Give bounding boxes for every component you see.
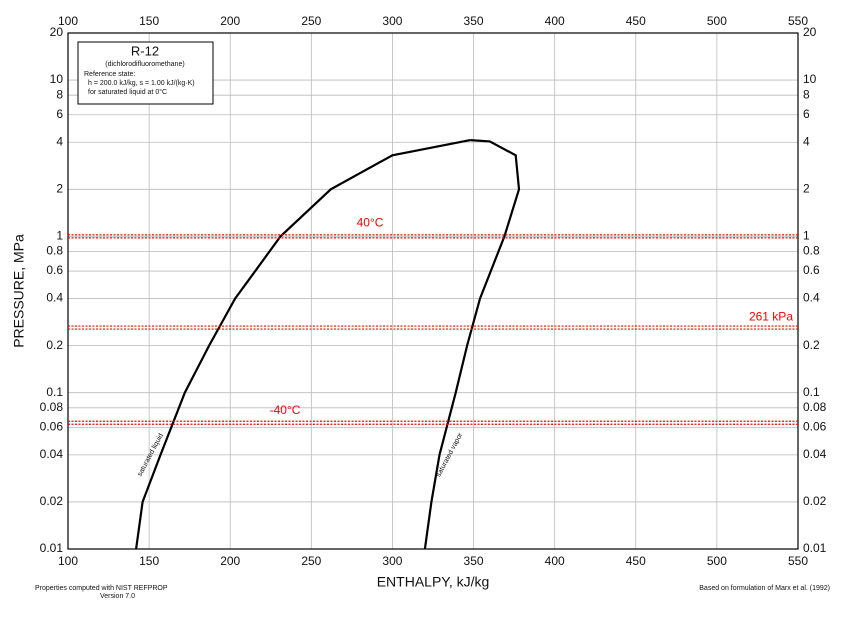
x-tick-label: 200 <box>220 14 240 28</box>
y-tick-label: 0.04 <box>40 447 64 461</box>
chart-title: R-12 <box>131 43 159 58</box>
x-tick-label: 300 <box>382 14 402 28</box>
footnote: Version 7.0 <box>100 593 135 600</box>
y-tick-label: 2 <box>803 181 810 195</box>
reference-label: 40°C <box>357 216 384 230</box>
y-tick-label: 0.6 <box>803 263 820 277</box>
x-tick-label: 100 <box>58 554 78 568</box>
y-tick-label: 0.4 <box>46 291 63 305</box>
y-tick-label: 0.06 <box>40 420 64 434</box>
x-tick-label: 450 <box>626 554 646 568</box>
y-tick-label: 8 <box>803 87 810 101</box>
x-axis-label: ENTHALPY, kJ/kg <box>377 574 490 590</box>
y-tick-label: 6 <box>803 107 810 121</box>
x-tick-label: 450 <box>626 14 646 28</box>
y-tick-label: 4 <box>803 134 810 148</box>
x-tick-label: 200 <box>220 554 240 568</box>
y-tick-label: 0.8 <box>46 244 63 258</box>
y-tick-label: 20 <box>803 25 817 39</box>
reference-note: h = 200.0 kJ/kg, s = 1.00 kJ/(kg·K) <box>88 80 195 87</box>
y-tick-label: 0.06 <box>803 420 827 434</box>
saturation-line <box>135 139 471 550</box>
y-tick-label: 0.08 <box>40 400 64 414</box>
chart-subtitle: (dichlorodifluoromethane) <box>105 61 184 68</box>
y-tick-label: 0.01 <box>40 541 64 555</box>
y-tick-label: 20 <box>50 25 64 39</box>
y-tick-label: 0.02 <box>40 494 64 508</box>
reference-label: -40°C <box>270 403 301 417</box>
y-tick-label: 0.1 <box>46 385 63 399</box>
x-tick-label: 150 <box>139 554 159 568</box>
footnote: Based on formulation of Marx et al. (199… <box>699 585 830 592</box>
y-tick-label: 8 <box>56 87 63 101</box>
y-tick-label: 1 <box>56 229 63 243</box>
y-tick-label: 1 <box>803 229 810 243</box>
y-tick-label: 10 <box>50 72 64 86</box>
plot-frame <box>67 32 799 550</box>
x-tick-label: 400 <box>545 14 565 28</box>
y-tick-label: 0.6 <box>46 263 63 277</box>
y-tick-label: 0.02 <box>803 494 827 508</box>
y-tick-label: 0.08 <box>803 400 827 414</box>
y-tick-label: 0.04 <box>803 447 827 461</box>
y-tick-label: 4 <box>56 134 63 148</box>
x-tick-label: 150 <box>139 14 159 28</box>
y-tick-label: 0.8 <box>803 244 820 258</box>
x-tick-label: 300 <box>382 554 402 568</box>
reference-note: for saturated liquid at 0°C <box>88 88 167 96</box>
title-box <box>77 41 214 105</box>
y-axis-label: PRESSURE, MPa <box>11 234 27 348</box>
y-tick-label: 2 <box>56 181 63 195</box>
x-tick-label: 500 <box>707 554 727 568</box>
x-tick-label: 100 <box>58 14 78 28</box>
x-tick-label: 250 <box>301 14 321 28</box>
x-tick-label: 500 <box>707 14 727 28</box>
y-tick-label: 10 <box>803 72 817 86</box>
y-tick-label: 0.4 <box>803 291 820 305</box>
x-tick-label: 350 <box>464 14 484 28</box>
y-tick-label: 0.2 <box>803 338 820 352</box>
saturation-line <box>423 139 521 550</box>
reference-label: 261 kPa <box>749 310 793 324</box>
x-tick-label: 550 <box>788 14 808 28</box>
x-tick-label: 250 <box>301 554 321 568</box>
y-tick-label: 0.01 <box>803 541 827 555</box>
x-tick-label: 400 <box>545 554 565 568</box>
reference-note: Reference state: <box>84 71 135 78</box>
y-tick-label: 6 <box>56 107 63 121</box>
y-tick-label: 0.2 <box>46 338 63 352</box>
x-tick-label: 550 <box>788 554 808 568</box>
y-tick-label: 0.1 <box>803 385 820 399</box>
x-tick-label: 350 <box>464 554 484 568</box>
footnote: Properties computed with NIST REFPROP <box>35 585 168 592</box>
